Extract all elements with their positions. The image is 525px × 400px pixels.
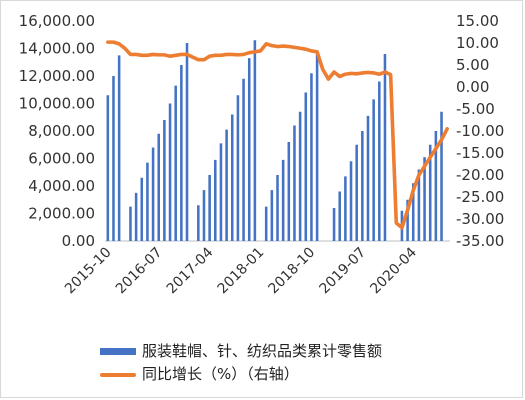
x-tick-label: 2017-04 [164,244,217,297]
bar-2017-07 [225,129,228,242]
x-tick-label: 2020-04 [367,244,420,297]
legend-item-line: 同比增长（%）（右轴） [100,363,299,384]
y-left-tick-label: 8,000.00 [28,122,95,140]
bar-2018-10 [310,73,313,241]
y-right-tick-label: 15.00 [456,12,499,30]
bar-2020-03 [406,199,409,241]
bar-2019-07 [361,131,364,241]
bar-2017-03 [202,190,206,242]
bar-2016-08 [163,120,166,241]
bar-2017-04 [208,175,211,241]
bar-2019-06 [355,144,358,241]
bar-2016-12 [185,43,189,241]
bar-2019-03 [338,191,341,241]
bar-2018-09 [304,92,308,241]
bar-2017-05 [214,159,217,242]
legend-line-label: 同比增长（%）（右轴） [142,365,299,383]
growth-line [106,40,449,230]
bar-2016-02 [129,206,132,242]
bar-2018-08 [298,111,302,241]
y-right-tick-label: -15.00 [456,144,504,162]
y-right-tick-label: -10.00 [456,122,504,140]
bar-2017-06 [219,143,223,242]
bar-2016-07 [157,133,161,241]
bar-2017-10 [242,78,245,241]
bar-2016-11 [180,65,183,241]
y-left-tick-label: 12,000.00 [19,67,95,85]
bar-2019-05 [349,161,353,241]
y-right-tick-label: -25.00 [456,188,504,206]
bar-2015-12 [117,55,121,242]
bar-2018-11 [315,51,319,241]
x-tick-label: 2018-01 [215,245,268,298]
bar-2019-10 [378,81,381,241]
y-left-tick-label: 2,000.00 [28,205,95,223]
bar-2019-02 [332,208,336,241]
bar-2016-06 [151,147,155,241]
y-left-tick-label: 4,000.00 [28,177,95,195]
legend-line-swatch [100,372,136,377]
bar-2016-04 [140,177,144,241]
legend-bar-label: 服装鞋帽、针、纺织品类累计零售额 [142,342,383,360]
bar-2018-05 [281,159,285,242]
bar-2020-08 [434,131,438,241]
bar-2020-04 [411,183,415,241]
bar-2015-10 [106,95,110,241]
bar-2018-03 [270,190,274,242]
bar-2020-05 [417,169,421,241]
x-tick-label: 2019-07 [316,245,369,298]
x-tick-label: 2018-10 [266,245,319,298]
bar-2019-04 [344,176,347,242]
bar-2016-05 [146,162,149,242]
y-left-tick-label: 10,000.00 [19,95,95,113]
y-right-tick-label: -30.00 [456,210,504,228]
legend-item-bar: 服装鞋帽、针、纺织品类累计零售额 [100,340,382,361]
bar-2017-08 [230,114,234,241]
bar-2020-09 [440,111,443,241]
y-left-tick-label: 14,000.00 [19,40,95,58]
y-right-tick-label: -35.00 [456,232,504,250]
y-left-tick-label: 6,000.00 [28,150,95,168]
y-left-tick-label: 0.00 [62,232,95,250]
y-right-tick-label: 5.00 [456,56,489,74]
bar-2015-11 [112,76,115,241]
x-tick-label: 2016-07 [113,245,166,298]
y-right-tick-label: -5.00 [456,100,495,118]
bar-2017-02 [197,205,200,241]
bar-2016-09 [168,103,172,241]
bar-2020-07 [428,144,432,241]
bar-2018-06 [287,142,291,241]
bar-2019-11 [383,54,387,241]
bar-2017-12 [253,40,257,241]
y-right-tick-label: 0.00 [456,78,489,96]
bar-2018-02 [264,206,268,242]
bar-2017-11 [247,58,251,242]
bar-2016-10 [174,85,177,242]
bar-2018-07 [293,125,296,241]
bar-2018-04 [276,175,279,241]
x-tick-label: 2015-10 [62,245,115,298]
y-right-tick-label: 10.00 [456,34,499,52]
legend-bar-swatch [100,348,136,355]
bar-2019-08 [366,115,370,242]
bar-2019-09 [372,99,375,242]
y-left-tick-label: 16,000.00 [19,12,95,30]
bar-2016-03 [134,192,138,242]
bar-2017-09 [236,95,240,241]
y-right-tick-label: -20.00 [456,166,504,184]
bar-2020-06 [423,157,426,242]
